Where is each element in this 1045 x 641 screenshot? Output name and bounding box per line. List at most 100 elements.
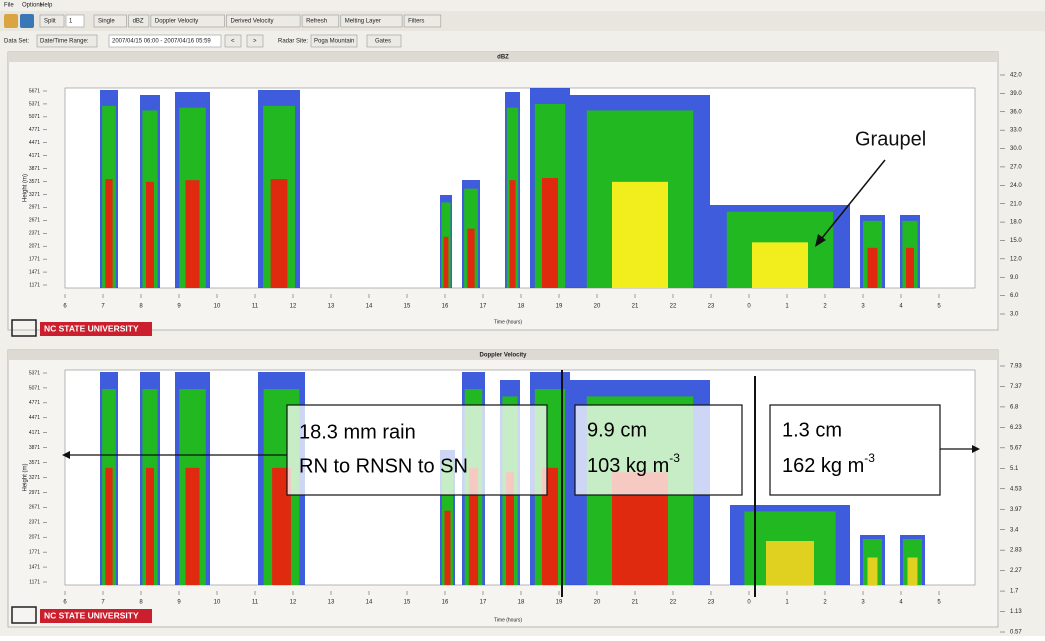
y-tick-label: 4771 <box>29 127 40 133</box>
annotation-arrow <box>817 159 886 244</box>
x-tick-label: 10 <box>214 600 221 606</box>
x-tick-label: 0 <box>747 600 751 606</box>
icon[interactable] <box>4 14 18 28</box>
annotation-text: 18.3 mm rain <box>299 421 416 443</box>
x-tick-label: 6 <box>63 304 67 310</box>
y-tick-label: 2971 <box>29 205 40 211</box>
dataset-control[interactable] <box>310 34 358 48</box>
x-tick-label: 3 <box>861 600 865 606</box>
split-select[interactable] <box>65 14 85 28</box>
dataset-control[interactable] <box>246 34 264 48</box>
y-tick-label: 3871 <box>29 166 40 172</box>
panel-title: dBZ <box>497 55 509 61</box>
colorbar-label: 7.93 <box>1010 364 1022 370</box>
dataset-text: Radar Site: <box>278 39 308 45</box>
annotation-superscript: -3 <box>864 451 875 465</box>
colorbar-label: 3.0 <box>1010 312 1019 318</box>
toolbar-button[interactable] <box>301 14 340 28</box>
dataset-text: Gates <box>375 39 391 45</box>
echo <box>542 467 558 585</box>
y-tick-label: 5071 <box>29 114 40 120</box>
toolbar-button-label: Single <box>98 19 115 25</box>
toolbar-button[interactable] <box>226 14 301 28</box>
x-tick-label: 11 <box>252 600 259 606</box>
colorbar-label: 0.57 <box>1010 630 1022 636</box>
x-tick-label: 16 <box>442 304 449 310</box>
menu-item[interactable]: Help <box>40 3 53 9</box>
colorbar-label: 4.53 <box>1010 486 1022 492</box>
echo <box>105 467 113 585</box>
x-tick-label: 10 <box>214 304 221 310</box>
colorbar-label: 1.7 <box>1010 589 1019 595</box>
echo <box>443 236 449 288</box>
dataset-text: > <box>253 39 257 45</box>
echo <box>542 178 558 288</box>
menu-item[interactable]: Options <box>22 3 43 9</box>
dataset-text: Data Set: <box>4 39 29 45</box>
colorbar-label: 24.0 <box>1010 183 1022 189</box>
x-axis-label: Time (hours) <box>494 319 522 325</box>
echo <box>509 180 516 288</box>
x-tick-label: 22 <box>670 600 677 606</box>
annotation-text: 103 kg m-3 <box>587 451 680 477</box>
dataset-text: Date/Time Range: <box>40 39 89 45</box>
dataset-control[interactable] <box>366 34 402 48</box>
split-value: 1 <box>69 19 73 25</box>
x-tick-label: 11 <box>252 304 259 310</box>
toolbar-button[interactable] <box>93 14 127 28</box>
x-tick-label: 0 <box>747 304 751 310</box>
colorbar-label: 18.0 <box>1010 220 1022 226</box>
y-tick-label: 3871 <box>29 445 40 451</box>
colorbar-label: 12.0 <box>1010 256 1022 262</box>
x-tick-label: 19 <box>556 600 563 606</box>
dataset-control[interactable] <box>224 34 242 48</box>
annotation-unit: 103 kg m <box>587 455 669 477</box>
colorbar-label: 21.0 <box>1010 201 1022 207</box>
dataset-text: Poga Mountain <box>314 39 354 45</box>
toolbar-button[interactable] <box>150 14 225 28</box>
toolbar-button-label: Refresh <box>306 19 327 25</box>
y-tick-label: 1771 <box>29 256 40 262</box>
toolbar-button[interactable] <box>128 14 150 28</box>
colorbar-label: 6.8 <box>1010 405 1019 411</box>
x-tick-label: 5 <box>937 600 941 606</box>
range-field[interactable] <box>108 34 222 48</box>
y-tick-label: 2071 <box>29 535 40 541</box>
y-tick-label: 4471 <box>29 415 40 421</box>
colorbar-label: 7.37 <box>1010 384 1022 390</box>
y-tick-label: 2671 <box>29 218 40 224</box>
x-tick-label: 22 <box>670 304 677 310</box>
x-tick-label: 12 <box>290 304 297 310</box>
x-tick-label: 4 <box>899 600 903 606</box>
toolbar-button[interactable] <box>403 14 442 28</box>
menu-item[interactable]: File <box>4 3 14 9</box>
y-tick-label: 2371 <box>29 231 40 237</box>
colorbar-label: 15.0 <box>1010 238 1022 244</box>
icon[interactable] <box>20 14 34 28</box>
arrow-head <box>62 451 70 459</box>
toolbar-button-label: dBZ <box>133 19 144 25</box>
panel-title: Doppler Velocity <box>479 353 527 359</box>
x-tick-label: 7 <box>101 304 105 310</box>
dataset-control[interactable] <box>36 34 98 48</box>
echo <box>907 557 918 585</box>
colorbar-label: 2.83 <box>1010 548 1022 554</box>
x-tick-label: 18 <box>518 600 525 606</box>
logo-text: NC STATE UNIVERSITY <box>44 323 139 333</box>
annotation-box <box>286 404 548 496</box>
colorbar-label: 36.0 <box>1010 109 1022 115</box>
x-tick-label: 14 <box>366 304 373 310</box>
y-tick-label: 2671 <box>29 505 40 511</box>
x-tick-label: 12 <box>290 600 297 606</box>
x-tick-label: 7 <box>101 600 105 606</box>
echo <box>612 181 668 288</box>
y-tick-label: 4171 <box>29 153 40 159</box>
toolbar-button[interactable] <box>340 14 403 28</box>
dataset-text: < <box>231 39 235 45</box>
split-button[interactable] <box>39 14 65 28</box>
y-tick-label: 3271 <box>29 192 40 198</box>
x-tick-label: 1 <box>785 304 789 310</box>
x-tick-label: 17 <box>480 600 487 606</box>
toolbar-button-label: Derived Velocity <box>231 19 274 25</box>
